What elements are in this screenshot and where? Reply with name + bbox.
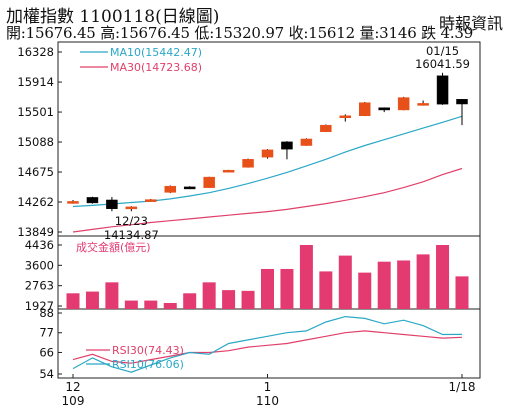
candle-up bbox=[417, 103, 429, 106]
chart-frame bbox=[57, 41, 481, 379]
volume-bar bbox=[416, 254, 430, 309]
volume-title: 成交金額(億元) bbox=[76, 240, 151, 254]
volume-bar bbox=[222, 290, 236, 309]
volume-bar bbox=[358, 272, 372, 309]
candle-up bbox=[203, 176, 215, 188]
candle-down bbox=[86, 197, 99, 204]
price-stats: 開:15676.45 高:15676.45 低:15320.97 收:15612… bbox=[6, 24, 474, 42]
price-y-tick-label: 13849 bbox=[17, 225, 54, 239]
legend-label: MA30(14723.68) bbox=[110, 61, 202, 74]
volume-bar bbox=[455, 276, 469, 309]
volume-bar bbox=[280, 268, 294, 309]
x-tick-label: 12 bbox=[65, 380, 80, 394]
chart-title: 加權指數 1100118(日線圖) bbox=[6, 7, 220, 27]
candle-up bbox=[397, 97, 410, 111]
candle-down bbox=[378, 107, 390, 111]
volume-bar bbox=[105, 282, 119, 309]
price-y-tick-label: 15501 bbox=[17, 105, 54, 119]
x-tick-label: 1/18 bbox=[449, 380, 476, 394]
legend-label: RSI30(74.43) bbox=[112, 344, 184, 357]
x-tick-sublabel: 109 bbox=[62, 394, 85, 408]
volume-bar bbox=[85, 291, 99, 309]
volume-bar bbox=[299, 245, 313, 309]
price-y-tick-label: 15088 bbox=[17, 135, 54, 149]
candle-up bbox=[125, 206, 138, 210]
source-label: 時報資訊 bbox=[438, 14, 503, 33]
candle-up bbox=[339, 115, 352, 119]
volume-bar bbox=[183, 293, 197, 309]
ma10-line bbox=[72, 115, 463, 208]
volume-y-tick-label: 2763 bbox=[25, 279, 54, 293]
candle-up bbox=[145, 199, 157, 202]
volume-bar bbox=[124, 300, 138, 309]
volume-bar bbox=[319, 271, 333, 309]
legend-label: RSI10(76.06) bbox=[112, 358, 184, 371]
annotation-label: 14134.87 bbox=[104, 228, 159, 242]
candle-up bbox=[67, 201, 79, 204]
candle-up bbox=[164, 185, 176, 193]
candle-down bbox=[281, 141, 293, 150]
volume-bar bbox=[66, 293, 80, 309]
price-y-tick-label: 14675 bbox=[17, 165, 54, 179]
volume-bar bbox=[241, 290, 255, 309]
volume-y-tick-label: 4436 bbox=[25, 238, 54, 252]
annotation-label: 16041.59 bbox=[415, 57, 470, 71]
legend-label: MA10(15442.47) bbox=[110, 46, 202, 59]
price-y-tick-label: 16328 bbox=[17, 45, 54, 59]
rsi-y-tick-label: 66 bbox=[39, 345, 54, 359]
price-y-tick-label: 14262 bbox=[17, 195, 54, 209]
candle-down bbox=[436, 75, 449, 105]
candle-up bbox=[242, 159, 254, 168]
volume-bar bbox=[202, 282, 216, 309]
x-tick-label: 1 bbox=[264, 380, 272, 394]
rsi-y-tick-label: 88 bbox=[39, 306, 54, 320]
rsi30-line bbox=[72, 330, 463, 364]
volume-bar bbox=[261, 268, 274, 309]
candle-up bbox=[222, 169, 235, 173]
annotation-label: 12/23 bbox=[115, 214, 148, 228]
annotation-label: 01/15 bbox=[426, 44, 459, 58]
candle-up bbox=[300, 138, 313, 146]
volume-bar bbox=[338, 255, 352, 309]
x-tick-sublabel: 110 bbox=[256, 394, 279, 408]
volume-bar bbox=[144, 300, 158, 309]
candle-up bbox=[359, 102, 371, 117]
volume-y-tick-label: 3600 bbox=[25, 258, 54, 272]
candle-down bbox=[456, 99, 468, 105]
candle-up bbox=[261, 149, 274, 158]
volume-bar bbox=[397, 260, 411, 309]
volume-bar bbox=[377, 261, 391, 309]
rsi-y-tick-label: 54 bbox=[39, 367, 54, 381]
volume-y-tick-label: 1927 bbox=[25, 299, 54, 313]
rsi-y-tick-label: 77 bbox=[39, 326, 54, 340]
volume-bar bbox=[436, 245, 450, 309]
volume-bar bbox=[163, 303, 177, 309]
rsi10-line bbox=[72, 315, 463, 373]
ma30-line bbox=[72, 167, 463, 233]
candle-down bbox=[106, 199, 118, 209]
price-y-tick-label: 15914 bbox=[17, 75, 54, 89]
candle-down bbox=[183, 186, 196, 190]
candle-up bbox=[320, 124, 332, 132]
